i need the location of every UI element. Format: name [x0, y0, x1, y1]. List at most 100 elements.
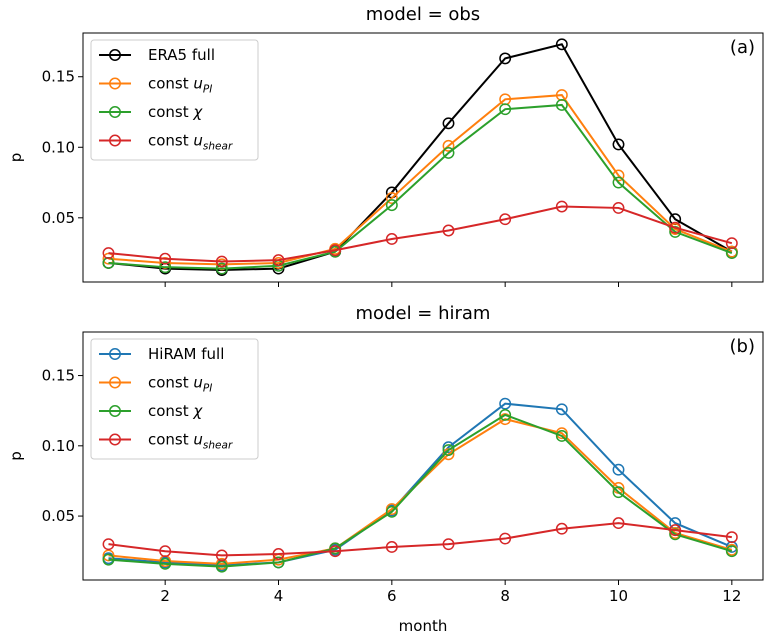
data-point	[499, 103, 512, 116]
data-point	[442, 117, 455, 130]
y-tick-label: 0.15	[42, 367, 75, 385]
series-const-u-shear	[102, 200, 738, 268]
y-tick-label: 0.10	[42, 138, 75, 156]
legend-label: ERA5 full	[148, 46, 215, 64]
legend-item: const uPI	[99, 75, 212, 96]
data-point	[612, 176, 625, 189]
legend-item: ERA5 full	[99, 46, 215, 64]
x-tick-label: 6	[387, 587, 397, 605]
panel-label: (b)	[730, 336, 755, 357]
data-point	[442, 139, 455, 152]
legend-item: const χ	[99, 103, 203, 121]
data-point	[442, 146, 455, 159]
y-axis-label: p	[7, 451, 25, 461]
series-line	[108, 413, 733, 568]
legend-marker	[109, 49, 121, 61]
series-line	[108, 103, 733, 270]
data-point	[725, 531, 738, 544]
data-point	[612, 463, 625, 476]
data-point	[669, 524, 682, 537]
data-point	[555, 98, 568, 111]
panel-title: model = hiram	[356, 303, 491, 324]
series-line	[108, 43, 733, 272]
y-tick-label: 0.15	[42, 68, 75, 86]
data-point	[215, 262, 228, 275]
panel-obs: model = obs 0.05 0.10 0.15 p (a) ERA5 full cons…	[7, 4, 764, 287]
data-point	[555, 430, 568, 442]
legend-item: const ushear	[99, 431, 233, 452]
data-point	[385, 233, 398, 245]
legend-label: const ushear	[148, 132, 233, 153]
data-point	[442, 538, 455, 551]
data-point	[329, 244, 342, 257]
data-point	[555, 522, 568, 535]
legend-item: HiRAM full	[99, 345, 224, 363]
legend: ERA5 full const uPI const χ const ushear	[90, 39, 259, 161]
data-point	[612, 138, 625, 151]
series-line	[108, 205, 733, 263]
legend-label: HiRAM full	[148, 345, 224, 363]
y-axis-label: p	[7, 153, 25, 163]
legend-marker	[109, 106, 121, 118]
legend-item: const uPI	[99, 374, 212, 395]
data-point	[215, 549, 228, 562]
data-point	[159, 557, 172, 570]
panel-hiram: model = hiram 0.05 0.10 0.15 p 2 4 6 8 10 12 month (…	[7, 303, 764, 635]
data-point	[159, 252, 172, 265]
x-tick-label: 10	[609, 587, 628, 605]
data-point	[385, 505, 398, 518]
plot-frame	[82, 32, 764, 283]
panel-title: model = obs	[366, 4, 480, 25]
data-point	[102, 538, 115, 551]
data-point	[385, 541, 398, 553]
series-const-u-shear	[102, 517, 738, 562]
y-tick-label: 0.05	[42, 209, 75, 227]
legend: HiRAM full const uPI const χ const ushear	[90, 338, 259, 460]
legend-label: const uPI	[148, 374, 212, 395]
x-axis-label: month	[399, 617, 448, 635]
series-line	[108, 94, 733, 266]
legend-marker	[109, 405, 121, 417]
y-tick-label: 0.10	[42, 437, 75, 455]
data-point	[329, 545, 342, 558]
legend-item: const ushear	[99, 132, 233, 153]
data-point	[612, 201, 625, 214]
data-point	[555, 200, 568, 213]
y-tick-label: 0.05	[42, 507, 75, 525]
data-point	[555, 403, 568, 416]
data-point	[499, 213, 512, 226]
legend-label: const uPI	[148, 75, 212, 96]
data-point	[215, 560, 228, 573]
data-point	[272, 556, 285, 569]
data-point	[499, 52, 512, 65]
data-point	[159, 261, 172, 274]
data-point	[612, 517, 625, 530]
data-point	[555, 38, 568, 51]
data-point	[272, 548, 285, 560]
x-tick-label: 12	[722, 587, 741, 605]
series-const-	[102, 408, 738, 573]
data-point	[499, 397, 512, 410]
data-point	[102, 247, 115, 260]
legend-label: const ushear	[148, 431, 233, 452]
data-point	[272, 254, 285, 267]
plot-frame	[82, 331, 764, 581]
legend-frame	[90, 39, 259, 161]
legend-label: const χ	[148, 402, 203, 420]
legend-item: const χ	[99, 402, 203, 420]
x-tick-label: 4	[274, 587, 284, 605]
legend-marker	[109, 433, 121, 446]
legend-frame	[90, 338, 259, 460]
data-point	[725, 545, 738, 558]
data-point	[102, 553, 115, 566]
data-point	[442, 444, 455, 456]
data-point	[442, 224, 455, 237]
data-point	[725, 237, 738, 250]
series-line	[108, 522, 732, 557]
data-point	[612, 486, 625, 499]
x-tick-label: 2	[160, 587, 170, 605]
legend-label: const χ	[148, 103, 203, 121]
legend-marker	[109, 376, 121, 389]
data-point	[499, 532, 512, 545]
